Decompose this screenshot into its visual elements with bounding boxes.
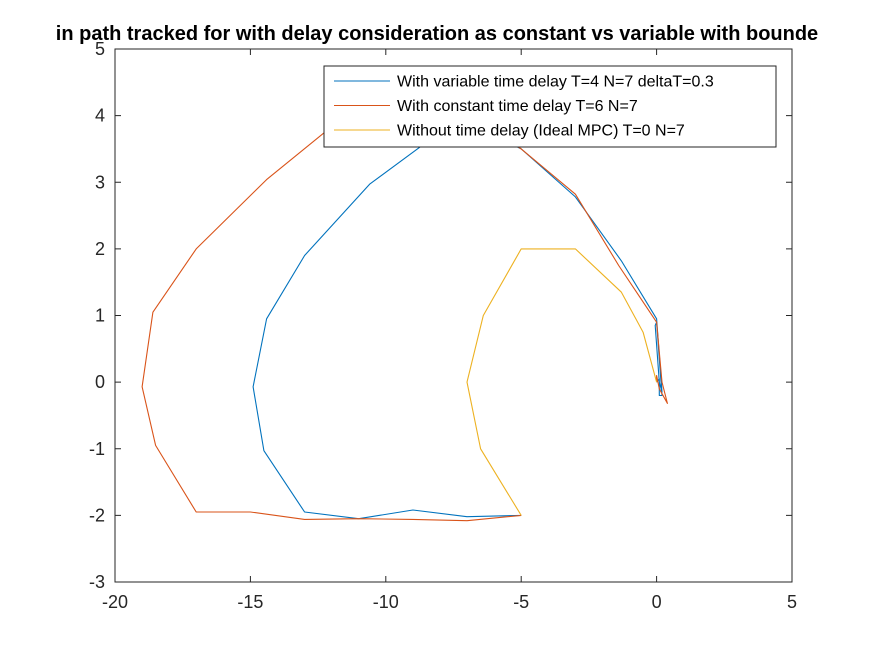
legend: With variable time delay T=4 N=7 deltaT=…: [323, 65, 777, 148]
legend-label-3: Without time delay (Ideal MPC) T=0 N=7: [397, 123, 685, 140]
series-line-2: [141, 95, 668, 522]
legend-label-1: With variable time delay T=4 N=7 deltaT=…: [397, 74, 714, 91]
x-tick-label: -15: [237, 592, 263, 612]
chart-title: in path tracked for with delay considera…: [56, 23, 818, 45]
y-tick-label: 1: [95, 306, 105, 326]
series-line-3: [466, 248, 658, 516]
y-tick-label: -3: [89, 572, 105, 592]
x-tick-label: -5: [513, 592, 529, 612]
legend-box: [323, 65, 777, 148]
x-tick-label: -20: [102, 592, 128, 612]
y-tick-label: -2: [89, 505, 105, 525]
x-tick-label: 5: [787, 592, 797, 612]
y-tick-label: 3: [95, 172, 105, 192]
y-tick-label: 5: [95, 39, 105, 59]
x-tick-label: 0: [652, 592, 662, 612]
y-tick-label: -1: [89, 439, 105, 459]
y-tick-label: 4: [95, 106, 105, 126]
legend-label-2: With constant time delay T=6 N=7: [397, 98, 638, 115]
x-tick-label: -10: [373, 592, 399, 612]
y-tick-label: 0: [95, 372, 105, 392]
y-tick-label: 2: [95, 239, 105, 259]
